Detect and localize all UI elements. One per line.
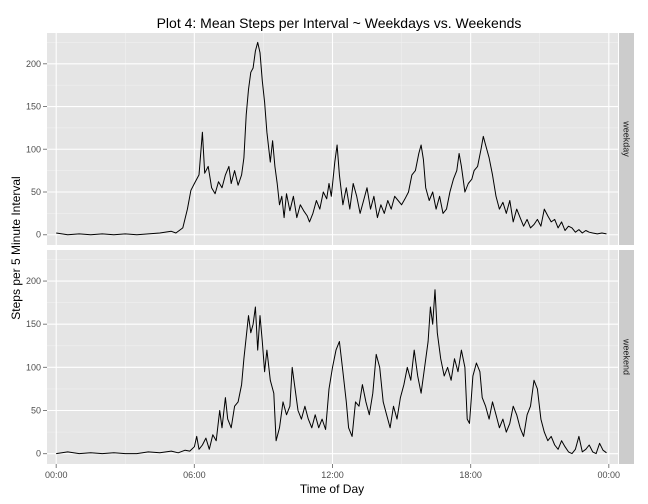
y-tick-label: 50 [31, 406, 41, 416]
y-axis-title: Steps per 5 Minute Interval [9, 176, 23, 319]
y-tick-label: 50 [31, 187, 41, 197]
facet-panel-weekday: 0 50 100 150 200 weekday [26, 33, 634, 245]
facet-panel-weekend: 0 50 100 150 200 weekend [26, 250, 634, 464]
x-tick-label: 18:00 [459, 470, 482, 480]
y-tick-label: 100 [26, 144, 41, 154]
facet-strip-label: weekend [622, 338, 632, 375]
y-tick-label: 0 [36, 230, 41, 240]
y-tick-label: 150 [26, 102, 41, 112]
x-tick-label: 12:00 [321, 470, 344, 480]
x-tick-label: 00:00 [45, 470, 68, 480]
facet-strip-label: weekday [622, 120, 632, 157]
chart-title: Plot 4: Mean Steps per Interval ~ Weekda… [157, 15, 522, 31]
y-tick-label: 100 [26, 362, 41, 372]
x-axis-title: Time of Day [300, 482, 364, 496]
series-line-weekday [56, 41, 607, 236]
series-line-weekend [56, 289, 607, 455]
facet-strip [619, 33, 634, 245]
facet-strip [619, 250, 634, 464]
x-tick-label: 00:00 [598, 470, 621, 480]
y-tick-label: 0 [36, 449, 41, 459]
y-tick-label: 200 [26, 59, 41, 69]
y-tick-label: 150 [26, 319, 41, 329]
y-tick-label: 200 [26, 276, 41, 286]
x-tick-labels: 00:00 06:00 12:00 18:00 00:00 [45, 464, 620, 480]
facet-panels: 0 50 100 150 200 weekday 0 50 100 150 200 weekend [26, 33, 634, 464]
x-tick-label: 06:00 [183, 470, 206, 480]
